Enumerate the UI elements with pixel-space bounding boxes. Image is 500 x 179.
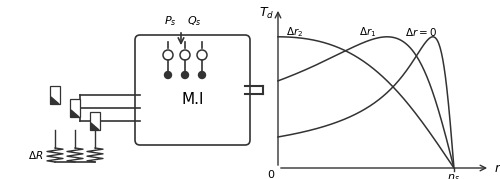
FancyBboxPatch shape <box>135 35 250 145</box>
Bar <box>70 99 80 117</box>
Text: M.I: M.I <box>181 93 204 108</box>
Polygon shape <box>51 97 59 104</box>
Text: $T_d$: $T_d$ <box>259 6 274 21</box>
Text: 0: 0 <box>267 170 274 179</box>
Text: $n$: $n$ <box>494 161 500 175</box>
Text: $\Delta r_2$: $\Delta r_2$ <box>286 25 304 39</box>
Text: $\Delta R$: $\Delta R$ <box>28 149 44 161</box>
Text: $Q_s$: $Q_s$ <box>186 14 202 28</box>
Circle shape <box>198 71 205 79</box>
Circle shape <box>182 71 188 79</box>
Bar <box>50 86 60 104</box>
Polygon shape <box>91 123 99 130</box>
Text: $\Delta r_1$: $\Delta r_1$ <box>358 25 376 39</box>
Text: $n_s$: $n_s$ <box>448 172 460 179</box>
Text: $P_s$: $P_s$ <box>164 14 176 28</box>
Polygon shape <box>71 110 79 117</box>
Text: $\Delta r = 0$: $\Delta r = 0$ <box>405 26 437 38</box>
Bar <box>90 112 100 130</box>
Circle shape <box>164 71 172 79</box>
